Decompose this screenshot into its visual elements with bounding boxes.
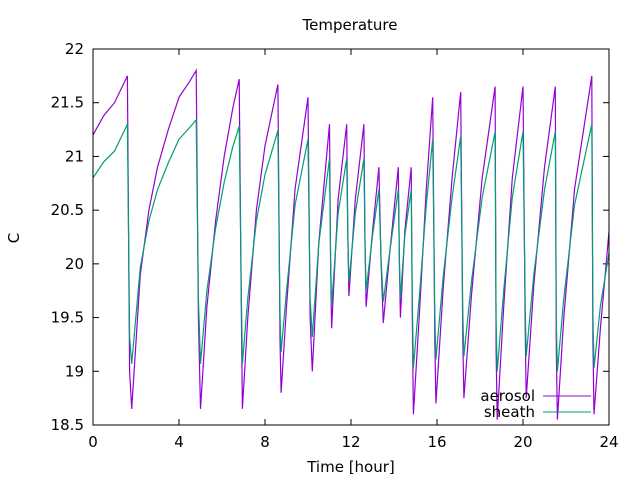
y-tick-label: 21 <box>65 147 84 165</box>
x-axis-label: Time [hour] <box>306 458 395 476</box>
y-tick-label: 20 <box>65 255 84 273</box>
plot-frame <box>92 48 610 426</box>
y-tick-label: 22 <box>65 40 84 58</box>
y-tick-label: 20.5 <box>51 201 84 219</box>
series-line-aerosol <box>92 68 610 420</box>
x-tick-label: 24 <box>599 433 618 451</box>
y-tick-label: 18.5 <box>51 416 84 434</box>
x-tick-label: 8 <box>260 433 270 451</box>
y-tick-label: 19.5 <box>51 309 84 327</box>
legend: aerosol sheath <box>480 387 591 421</box>
legend-label-sheath: sheath <box>484 403 535 421</box>
x-tick-label: 16 <box>427 433 446 451</box>
chart-title: Temperature <box>301 16 397 34</box>
y-tick-label: 19 <box>65 362 84 380</box>
y-axis-label: C <box>5 233 23 243</box>
y-tick-label: 21.5 <box>51 94 84 112</box>
x-tick-label: 20 <box>513 433 532 451</box>
series-line-sheath <box>92 118 610 372</box>
x-tick-label: 4 <box>174 433 184 451</box>
legend-label-aerosol: aerosol <box>480 387 535 405</box>
x-tick-label: 12 <box>341 433 360 451</box>
x-tick-label: 0 <box>88 433 98 451</box>
